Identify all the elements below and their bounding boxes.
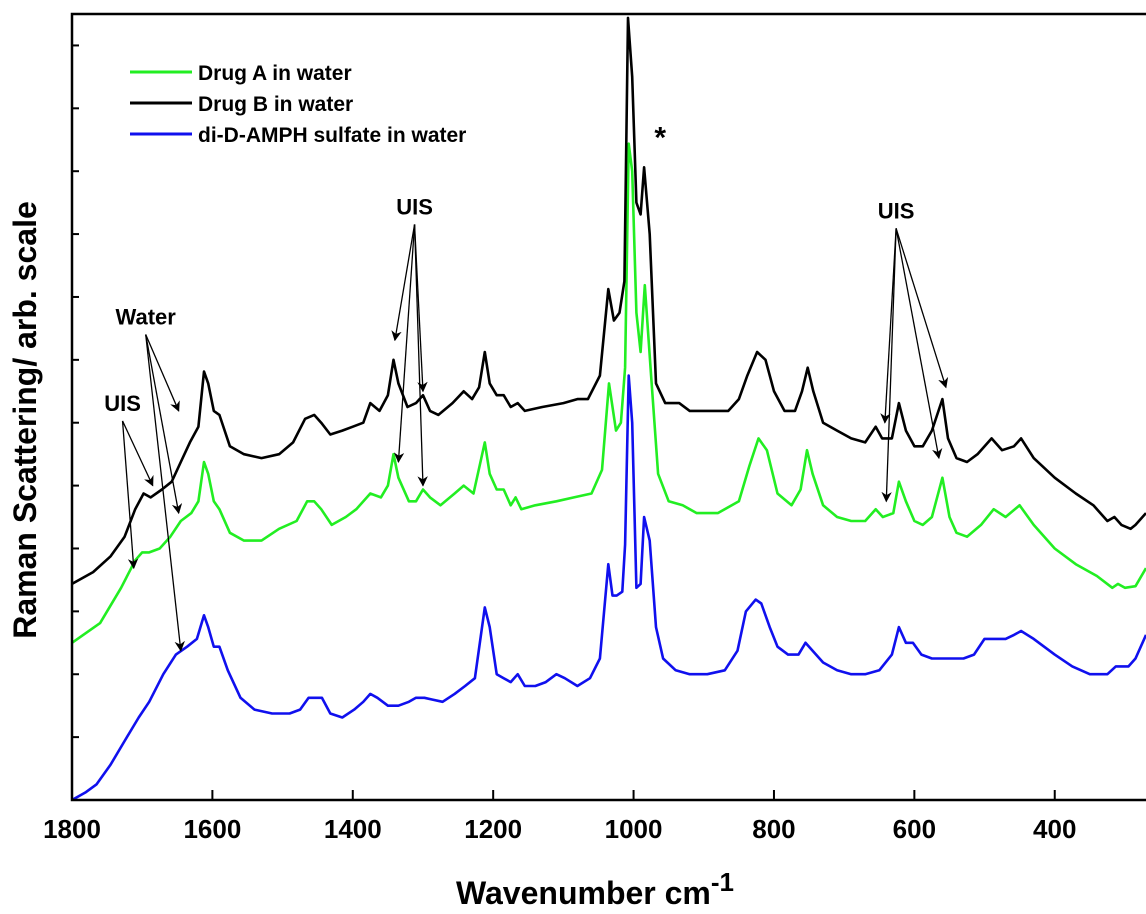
annotation-arrow-1-0 [145,334,180,412]
x-tick-label-1400: 1400 [324,814,382,844]
legend-label-di-d-amph-sulfate-in-water: di-D-AMPH sulfate in water [198,124,466,147]
x-tick-label-1600: 1600 [183,814,241,844]
annotation-arrow-2-0 [391,224,416,342]
annotation-label-3: UIS [878,198,915,223]
plot-frame [70,12,1146,802]
annotation-arrow-3-2 [895,228,949,389]
series-line-drug-a-in-water [72,142,1146,644]
annotation-arrow-1-1 [145,334,183,515]
x-tick-label-1000: 1000 [605,814,663,844]
annotation-arrow-1-2 [145,334,185,652]
legend: Drug A in water Drug B in water di-D-AMPH … [130,62,466,147]
x-axis-title: Wavenumber cm-1 [456,867,734,911]
x-tick-label-600: 600 [893,814,936,844]
annotation-layer: UIS Water UIS UIS * [104,122,949,652]
annotation-arrow-2-3 [413,224,428,487]
annotation-arrow-0-1 [121,420,139,570]
legend-label-drug-b-in-water: Drug B in water [198,93,353,116]
annotation-arrow-3-1 [881,228,897,503]
x-tick-label-1800: 1800 [43,814,101,844]
annotation-arrow-2-1 [393,224,416,464]
x-tick-label-800: 800 [752,814,795,844]
series-line-drug-b-in-water [72,16,1146,586]
legend-label-drug-a-in-water: Drug A in water [198,62,352,85]
x-tick-label-400: 400 [1033,814,1076,844]
annotation-label-4: * [654,122,666,155]
annotation-arrow-0-0 [121,420,154,487]
axes-layer: 1800 1600 1400 1200 1000 800 600 400 [43,12,1146,844]
annotation-label-2: UIS [396,194,433,219]
series-line-di-d-amph-sulfate-in-water [72,374,1146,800]
annotation-label-1: Water [116,304,177,329]
y-axis-title: Raman Scattering/ arb. scale [7,201,43,639]
x-tick-label-1200: 1200 [464,814,522,844]
annotation-arrow-3-0 [880,228,897,424]
annotation-arrow-3-3 [895,228,943,460]
annotation-label-0: UIS [104,391,141,416]
series-layer [72,16,1146,800]
